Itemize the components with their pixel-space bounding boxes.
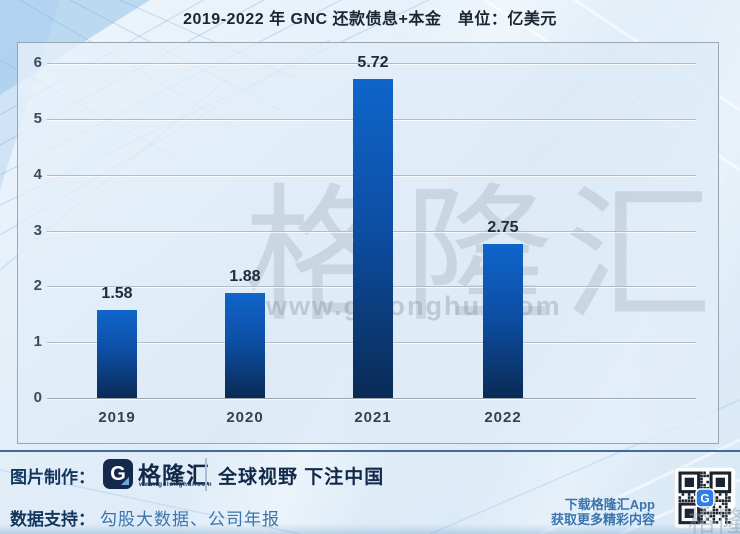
gridline (47, 63, 696, 64)
gelonghui-logo-icon: G (103, 459, 133, 489)
footer-separator (0, 450, 740, 452)
x-tick-label: 2020 (226, 409, 264, 426)
bar-2020 (225, 293, 265, 398)
x-tick-label: 2022 (484, 409, 522, 426)
y-tick-label: 5 (33, 109, 42, 127)
bar-value-label: 1.88 (229, 268, 261, 285)
chart-title: 2019-2022 年 GNC 还款债息+本金 单位：亿美元 (183, 11, 557, 28)
svg-text:G: G (700, 492, 709, 506)
bar-value-label: 1.58 (101, 285, 133, 302)
y-tick-label: 0 (33, 389, 42, 406)
bar-2019 (97, 310, 137, 398)
brand-slogan: 全球视野 下注中国 (218, 467, 385, 488)
data-support-label: 数据支持： (10, 510, 95, 529)
footer-divider (205, 458, 207, 491)
brand-name: 格隆汇 (138, 462, 210, 488)
brand-url: www.gelonghui.com (139, 481, 213, 488)
bar-value-label: 2.75 (487, 219, 519, 236)
x-tick-label: 2021 (354, 409, 392, 426)
y-tick-label: 2 (33, 277, 42, 295)
app-promo-line1: 下载格隆汇App (564, 497, 655, 512)
bar-2021 (353, 79, 393, 398)
bar-value-label: 5.72 (357, 54, 389, 71)
footer: 图片制作： G 格隆汇 www.gelonghui.com 全球视野 下注中国 … (0, 452, 740, 534)
bar-2022 (483, 244, 523, 398)
app-promo-text: 下载格隆汇App 获取更多精彩内容 (551, 497, 655, 527)
app-promo-line2: 获取更多精彩内容 (550, 512, 655, 527)
y-tick-label: 6 (33, 54, 42, 71)
y-tick-label: 1 (33, 333, 42, 351)
axis-baseline (47, 398, 696, 399)
chart-panel: 格隆汇 www.gelonghui.com 6 5 4 3 2 1 0 1.58… (17, 42, 719, 444)
x-tick-label: 2019 (98, 409, 136, 426)
y-tick-label: 4 (33, 165, 42, 183)
qr-code: G (674, 467, 736, 529)
made-by-label: 图片制作： (10, 468, 95, 487)
data-support-value: 勾股大数据、公司年报 (100, 510, 280, 529)
y-tick-label: 3 (33, 221, 42, 239)
